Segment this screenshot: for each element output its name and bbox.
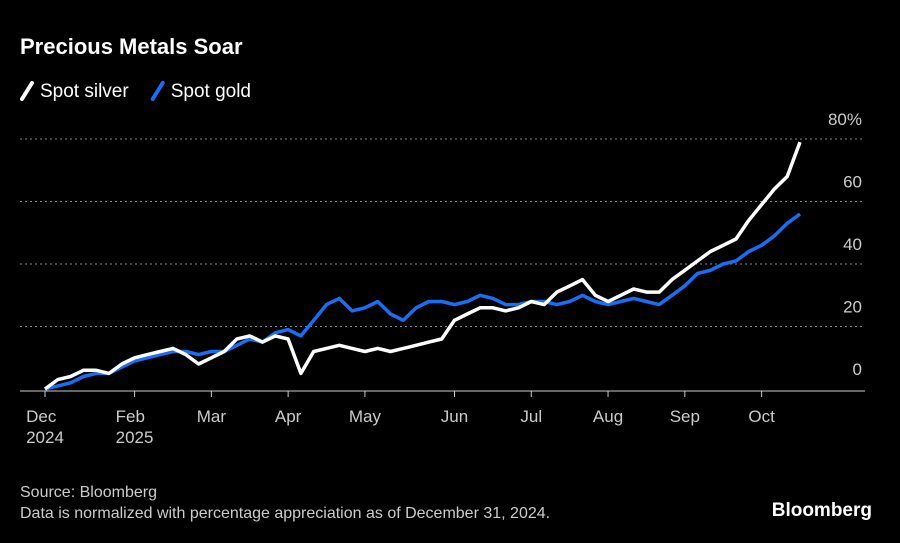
x-tick-label: May	[348, 407, 381, 426]
legend-label: Spot silver	[40, 81, 129, 102]
x-tick-label: Oct	[748, 407, 775, 426]
y-tick-label: 80%	[828, 110, 862, 129]
x-tick-label: Jun	[440, 407, 469, 426]
legend-swatch	[20, 81, 34, 101]
series-line	[43, 141, 802, 391]
y-tick-label: 60	[843, 173, 862, 192]
series-line	[44, 212, 802, 391]
y-tick-label: 20	[843, 298, 862, 317]
legend-swatch	[150, 81, 165, 101]
x-tick-label: Mar	[196, 407, 226, 426]
legend-label: Spot gold	[171, 81, 251, 102]
y-tick-label: 40	[843, 235, 862, 254]
x-tick-label: Apr	[274, 407, 302, 426]
brand: Bloomberg	[771, 500, 872, 521]
x-tick-label: Dec 2024	[26, 407, 64, 447]
source: Source: Bloomberg	[20, 484, 157, 501]
chart-title: Precious Metals Soar	[20, 34, 243, 59]
y-tick-label: 0	[853, 360, 862, 379]
x-tick-label: Jul	[520, 407, 543, 426]
x-tick-label: Feb 2025	[115, 407, 154, 447]
x-tick-label: Sep	[669, 407, 700, 426]
x-tick-label: Aug	[592, 407, 624, 426]
note: Data is normalized with percentage appre…	[20, 505, 551, 522]
